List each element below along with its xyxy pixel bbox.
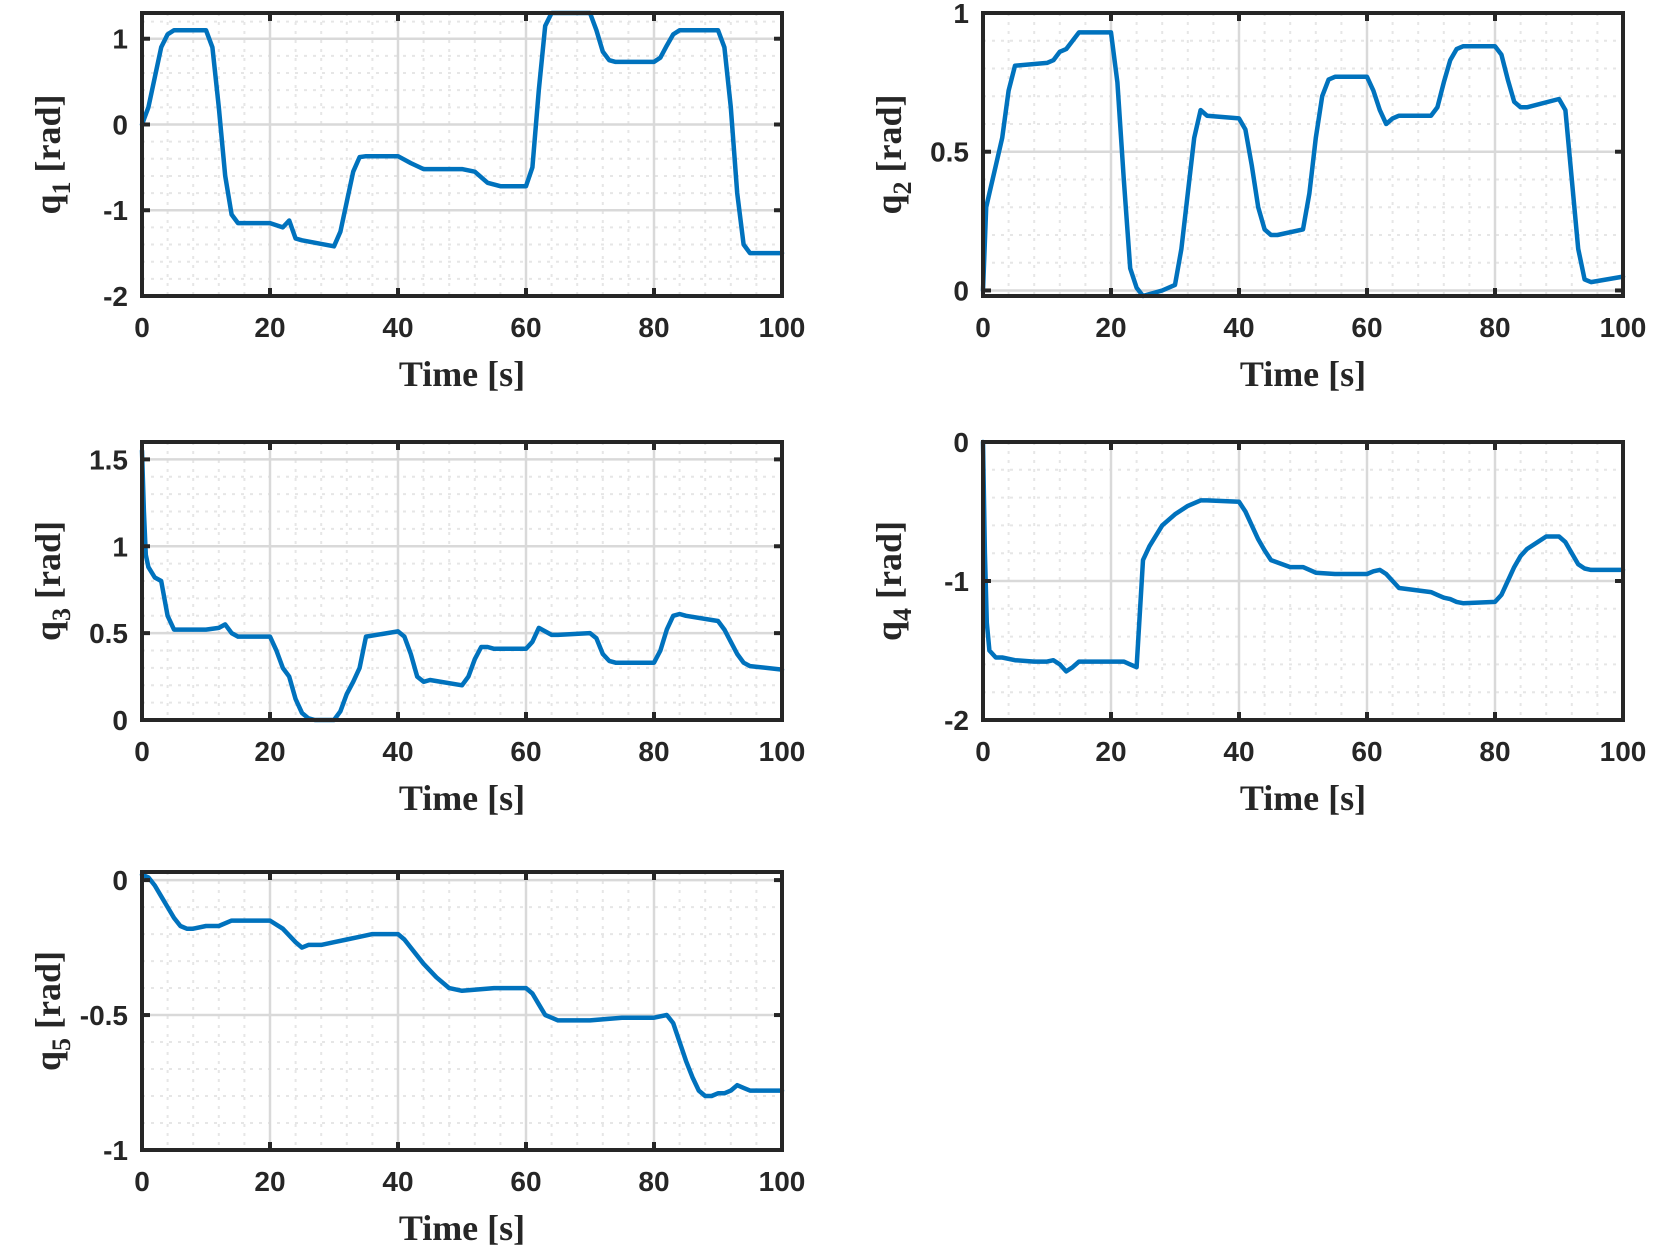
minor-grid [983,13,1623,296]
minor-grid [142,13,782,296]
series-line-q4 [980,439,1626,674]
x-tick-label: 100 [759,1166,806,1197]
y-axis-title: q4 [rad] [869,521,917,641]
x-tick-label: 100 [1600,736,1647,767]
major-grid [142,13,782,296]
subplot-q5: 0 20 40 60 80 100 -1 -0.5 0 Time [s] q5 [rad] [28,865,805,1248]
y-tick-label: 1.5 [89,444,128,475]
y-tick-label: 0 [953,427,969,458]
y-tick-label: 0 [953,275,969,306]
subplot-q3: 0 20 40 60 80 100 0 0.5 1 1.5 Time [s] q3 [rad] [28,440,806,818]
series-line-q5 [139,872,785,1099]
x-axis-title: Time [s] [399,778,525,818]
y-tick-label: 1 [112,531,128,562]
x-tick-label: 20 [254,1166,285,1197]
x-axis-title: Time [s] [399,1208,525,1248]
axes-box [981,11,1625,298]
y-tick-label: 0 [112,109,128,140]
x-tick-label: 40 [1223,736,1254,767]
x-tick-label: 40 [1223,312,1254,343]
y-tick-label: 0.5 [930,137,969,168]
x-tick-label: 80 [1479,736,1510,767]
x-axis-title: Time [s] [1240,778,1366,818]
minor-grid [983,442,1623,720]
x-tick-label: 60 [1351,312,1382,343]
x-tick-label: 0 [134,1166,150,1197]
series-line-q2 [980,30,1626,299]
y-tick-label: -1 [103,1135,128,1166]
tick-marks [981,440,1625,722]
x-tick-label: 20 [1095,312,1126,343]
x-tick-label: 40 [382,736,413,767]
x-axis-title: Time [s] [399,354,525,394]
major-grid [983,13,1623,296]
minor-grid [142,442,782,720]
tick-marks [140,13,784,298]
subplot-q1: 0 20 40 60 80 100 -2 -1 0 1 Time [s] q1 [rad] [28,10,806,394]
x-tick-label: 80 [1479,312,1510,343]
y-tick-label: 0 [112,865,128,896]
y-axis-title: q3 [rad] [28,521,76,641]
y-tick-label: -2 [103,281,128,312]
minor-grid [142,872,782,1150]
series-line-q3 [139,448,785,723]
y-tick-label: 0 [112,705,128,736]
x-tick-label: 40 [382,1166,413,1197]
subplot-q2: 0 20 40 60 80 100 0 0.5 1 Time [s] q2 [rad] [869,0,1646,394]
series-line-q1 [139,10,785,256]
y-axis-title: q2 [rad] [869,94,917,214]
y-tick-label: -2 [944,705,969,736]
x-tick-label: 60 [510,1166,541,1197]
y-tick-label: -1 [944,566,969,597]
x-tick-label: 60 [1351,736,1382,767]
axes-box [140,440,784,722]
x-tick-label: 60 [510,736,541,767]
major-grid [983,442,1623,720]
x-tick-label: 100 [759,312,806,343]
x-tick-label: 100 [1600,312,1647,343]
tick-marks [140,442,784,722]
x-tick-label: 80 [638,312,669,343]
x-axis-title: Time [s] [1240,354,1366,394]
y-tick-label: 0.5 [89,618,128,649]
y-axis-title: q1 [rad] [28,94,76,214]
subplot-q4: 0 20 40 60 80 100 -2 -1 0 Time [s] q4 [rad] [869,427,1646,818]
x-tick-label: 60 [510,312,541,343]
tick-marks [140,872,784,1152]
y-tick-label: -1 [103,195,128,226]
y-tick-label: 1 [953,0,969,29]
x-tick-label: 0 [975,312,991,343]
tick-marks [981,11,1625,296]
x-tick-label: 100 [759,736,806,767]
x-tick-label: 20 [1095,736,1126,767]
y-tick-label: -0.5 [80,1000,128,1031]
y-tick-label: 1 [112,24,128,55]
x-tick-label: 0 [134,736,150,767]
x-tick-label: 0 [975,736,991,767]
x-tick-label: 40 [382,312,413,343]
major-grid [142,872,782,1150]
x-tick-label: 20 [254,736,285,767]
x-tick-label: 80 [638,1166,669,1197]
x-tick-label: 20 [254,312,285,343]
axes-box [140,11,784,298]
x-tick-label: 0 [134,312,150,343]
y-axis-title: q5 [rad] [28,951,76,1071]
axes-box [140,870,784,1152]
major-grid [142,442,782,720]
x-tick-label: 80 [638,736,669,767]
